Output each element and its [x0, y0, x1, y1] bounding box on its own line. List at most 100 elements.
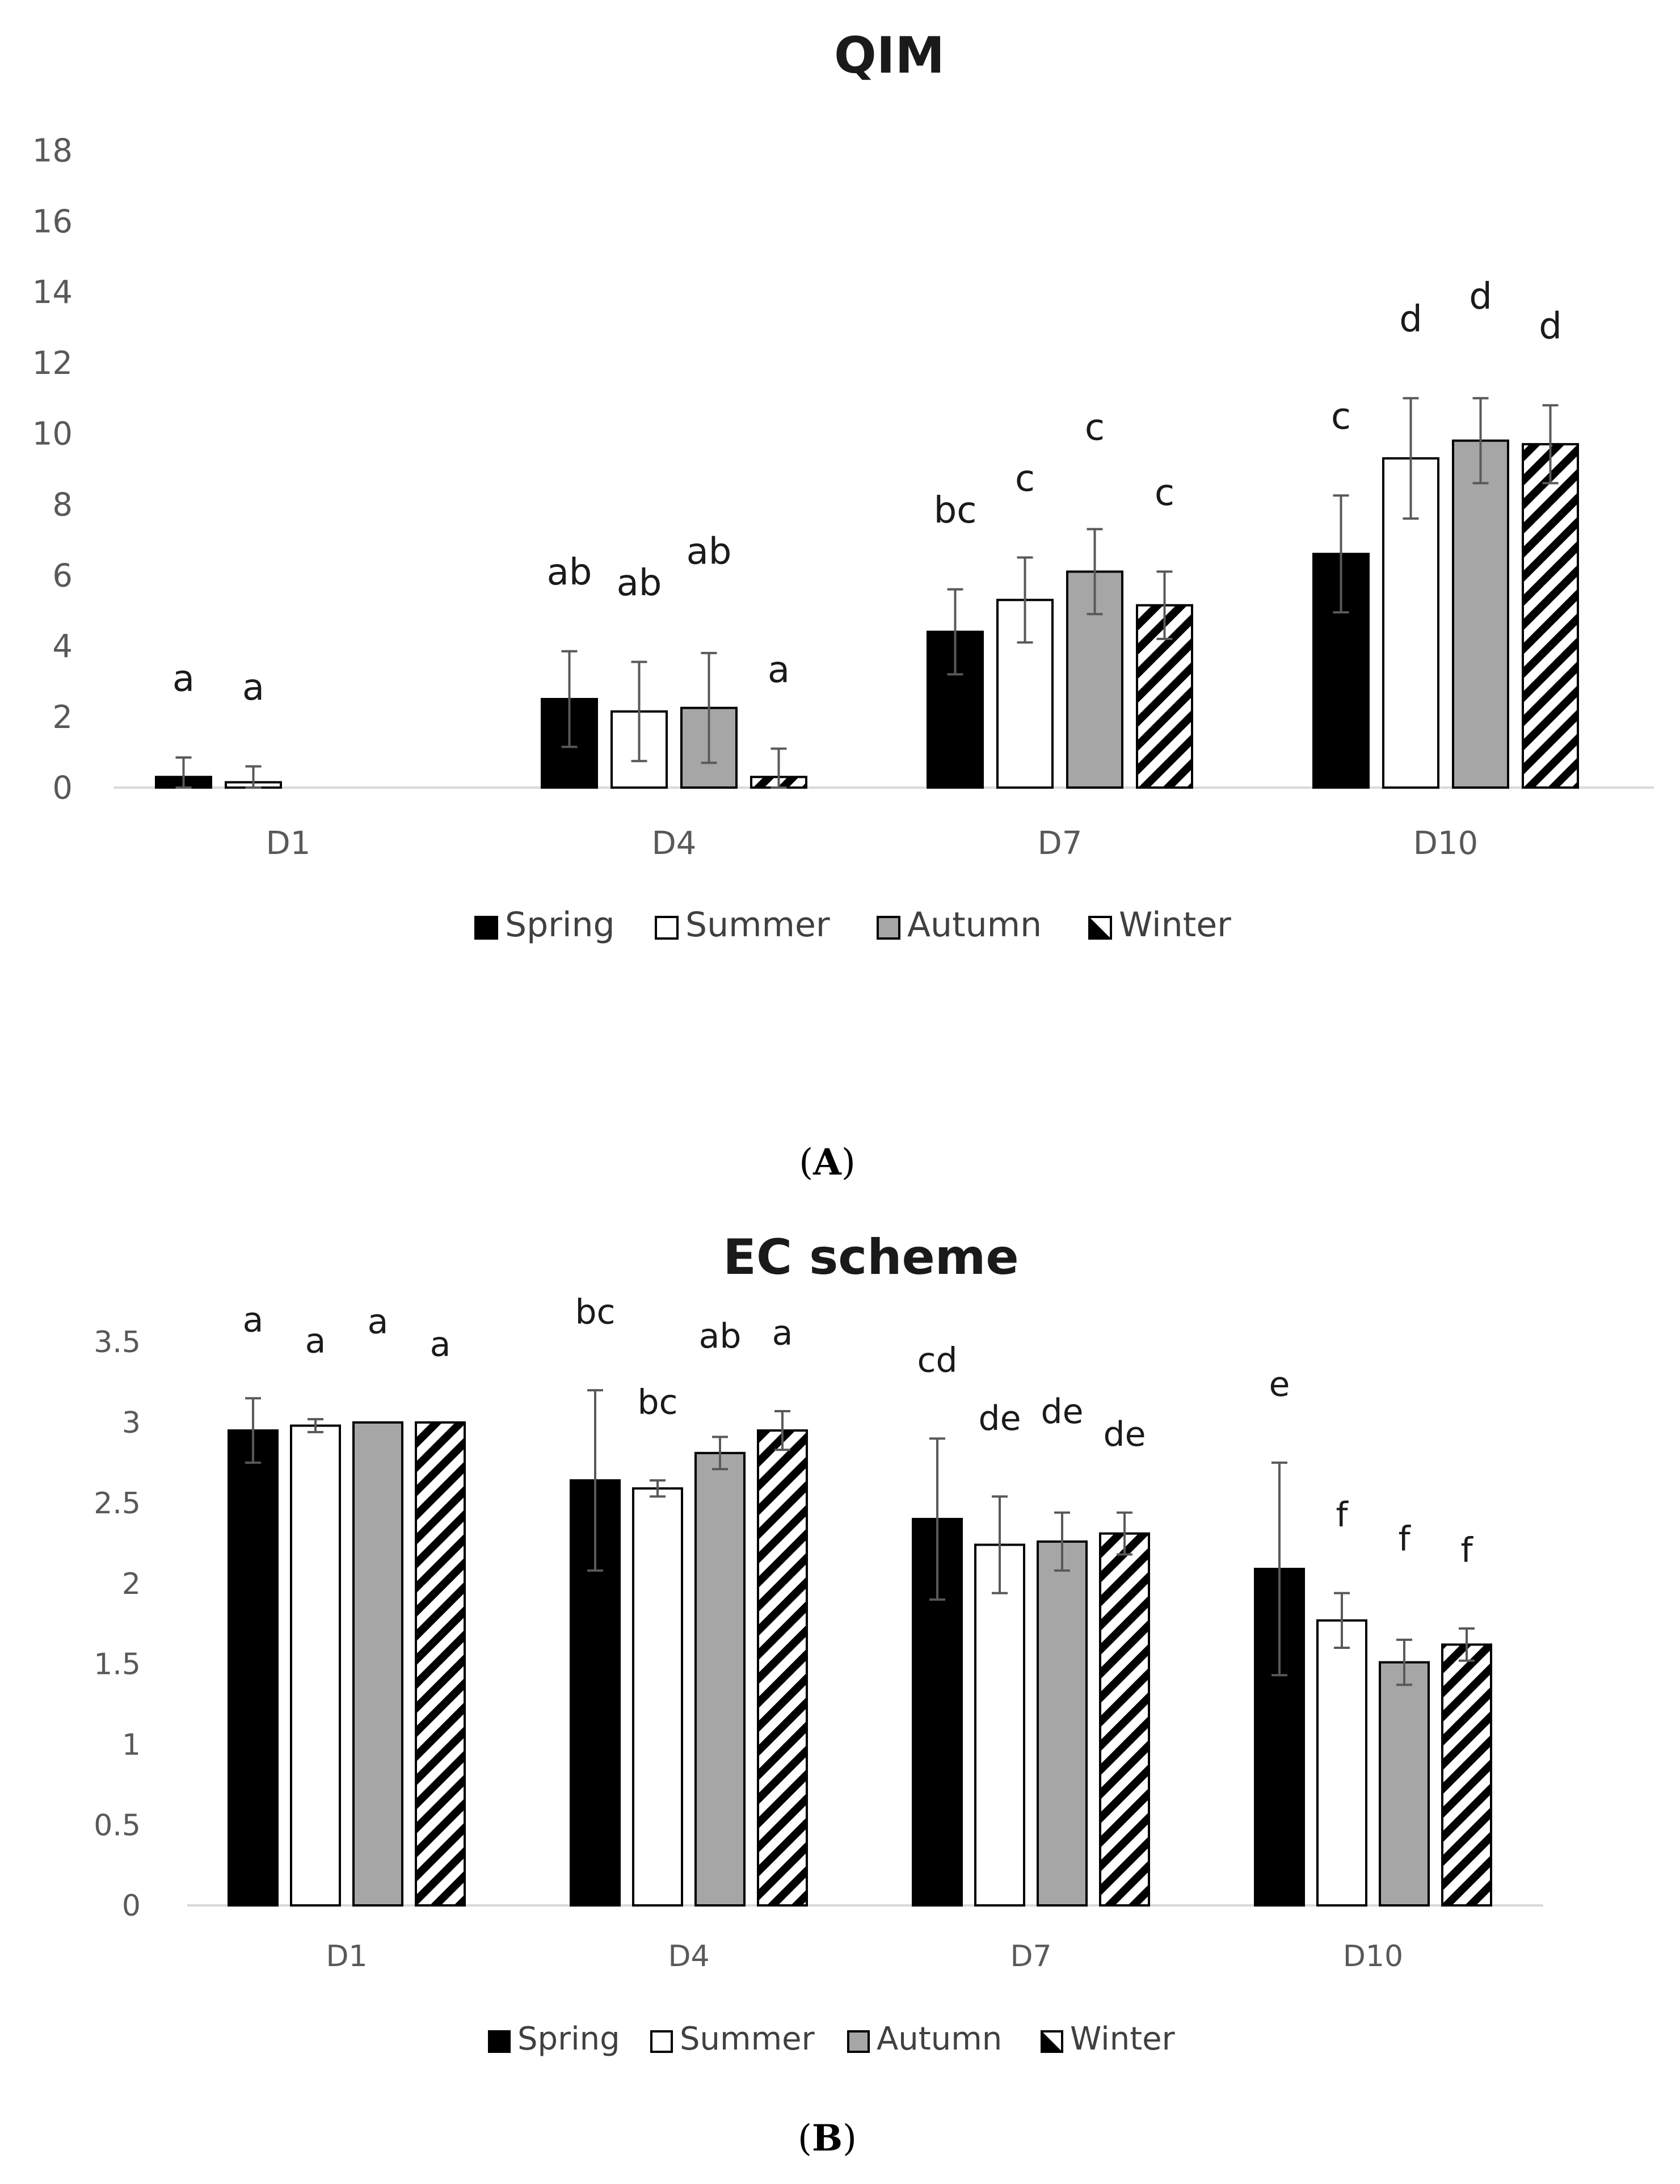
significance-label: a	[243, 1301, 264, 1340]
significance-label: c	[1085, 407, 1105, 449]
legend-swatch-autumn	[847, 2030, 870, 2053]
significance-label: d	[1399, 298, 1422, 340]
panel-label-close-paren: )	[843, 2118, 857, 2160]
y-tick-label: 3	[122, 1406, 141, 1440]
y-tick-label: 0	[52, 770, 73, 807]
significance-label: de	[1041, 1392, 1084, 1432]
significance-label: e	[1269, 1365, 1290, 1404]
significance-label: a	[242, 667, 264, 709]
bar-winter	[757, 1429, 808, 1907]
significance-label: d	[1469, 276, 1492, 318]
significance-label: de	[1104, 1415, 1146, 1454]
significance-label: c	[1331, 396, 1351, 438]
significance-label: a	[368, 1302, 389, 1341]
y-tick-label: 2.5	[94, 1487, 141, 1521]
x-category-label: D10	[1413, 825, 1478, 862]
panel-label-letter: A	[812, 1141, 842, 1184]
bar-summer	[1316, 1619, 1367, 1907]
legend-swatch-winter	[1041, 2030, 1063, 2053]
x-category-label: D4	[668, 1939, 709, 1973]
y-tick-label: 6	[52, 557, 73, 594]
significance-label: ab	[617, 562, 662, 604]
bar-summer	[974, 1543, 1025, 1907]
bar-summer	[290, 1424, 341, 1907]
bar-winter	[415, 1421, 466, 1907]
x-category-label: D4	[652, 825, 697, 862]
bar-autumn	[1452, 439, 1509, 789]
bar-winter	[1441, 1643, 1492, 1907]
legend-label: Summer	[680, 2021, 815, 2057]
significance-label: cd	[917, 1341, 957, 1381]
significance-label: c	[1015, 458, 1035, 500]
bar-spring	[228, 1429, 279, 1907]
significance-label: c	[1155, 472, 1174, 514]
y-tick-label: 1	[122, 1728, 141, 1762]
significance-label: a	[305, 1322, 326, 1361]
legend-label: Autumn	[907, 905, 1042, 945]
y-tick-label: 2	[122, 1567, 141, 1601]
y-tick-label: 12	[32, 345, 73, 382]
panel-label: (A)	[799, 1141, 856, 1184]
legend-swatch-summer	[650, 2030, 673, 2053]
legend-label: Spring	[517, 2021, 620, 2057]
y-tick-label: 8	[52, 486, 73, 523]
significance-label: f	[1336, 1495, 1349, 1535]
legend-label: Spring	[505, 905, 615, 945]
bar-autumn	[1037, 1540, 1088, 1907]
x-category-label: D7	[1038, 825, 1083, 862]
x-category-label: D10	[1343, 1939, 1403, 1973]
legend-label: Summer	[685, 905, 830, 945]
bar-autumn	[694, 1451, 746, 1907]
y-tick-label: 2	[52, 699, 73, 736]
significance-label: de	[979, 1399, 1021, 1438]
significance-label: d	[1539, 306, 1562, 348]
legend-label: Autumn	[877, 2021, 1002, 2057]
panel-label-open-paren: (	[798, 2118, 812, 2160]
y-tick-label: 10	[32, 416, 73, 453]
significance-label: a	[430, 1324, 451, 1364]
significance-label: ab	[547, 552, 592, 594]
legend-label: Winter	[1119, 905, 1231, 945]
legend-swatch-autumn	[877, 916, 900, 940]
y-tick-label: 4	[52, 628, 73, 665]
legend-swatch-spring	[488, 2030, 511, 2053]
y-tick-label: 16	[32, 203, 73, 240]
panel-label-close-paren: )	[841, 1142, 856, 1184]
x-category-label: D7	[1010, 1939, 1051, 1973]
y-tick-label: 1.5	[94, 1648, 141, 1682]
y-tick-label: 14	[32, 274, 73, 311]
significance-label: ab	[699, 1316, 742, 1356]
bar-winter	[1099, 1532, 1150, 1907]
bar-summer	[632, 1487, 683, 1907]
chart-title: QIM	[834, 26, 945, 85]
legend-swatch-winter	[1088, 916, 1112, 940]
significance-label: a	[772, 1313, 793, 1353]
bar-autumn	[352, 1421, 403, 1907]
significance-label: bc	[637, 1382, 677, 1422]
y-tick-label: 0.5	[94, 1808, 141, 1842]
y-tick-label: 0	[122, 1889, 141, 1923]
significance-label: bc	[575, 1293, 615, 1332]
bar-winter	[1522, 443, 1579, 789]
significance-label: a	[768, 649, 790, 691]
bar-autumn	[1379, 1661, 1430, 1907]
significance-label: bc	[934, 490, 977, 532]
chart-title: EC scheme	[723, 1229, 1018, 1286]
significance-label: f	[1460, 1530, 1473, 1570]
panel-label-letter: B	[812, 2117, 843, 2160]
legend-swatch-summer	[655, 916, 679, 940]
legend-label: Winter	[1070, 2021, 1176, 2057]
y-tick-label: 18	[32, 133, 73, 170]
panel-label-open-paren: (	[799, 1142, 813, 1184]
significance-label: f	[1398, 1519, 1411, 1559]
significance-label: ab	[687, 531, 732, 573]
panel-label: (B)	[798, 2117, 857, 2160]
significance-label: a	[172, 658, 195, 700]
legend-swatch-spring	[474, 916, 498, 940]
y-tick-label: 3.5	[94, 1325, 141, 1360]
x-category-label: D1	[266, 825, 311, 862]
x-category-label: D1	[326, 1939, 367, 1973]
